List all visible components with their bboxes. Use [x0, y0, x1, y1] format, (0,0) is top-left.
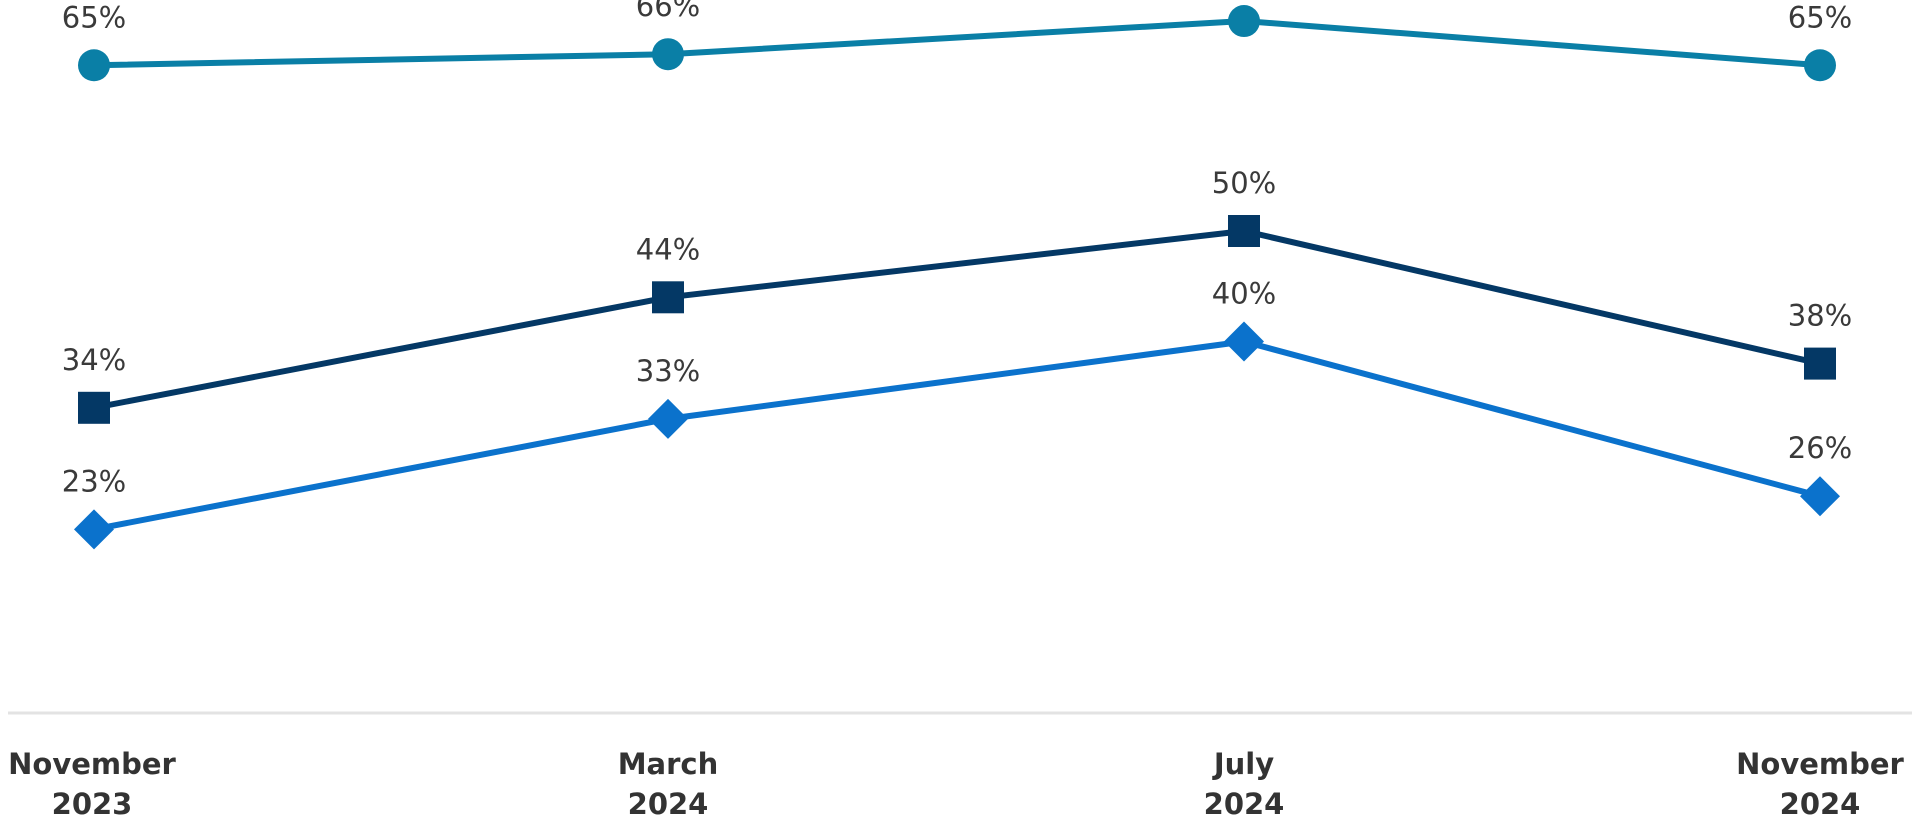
x-tick-label-4: November 2024 [1736, 747, 1904, 821]
series-2-label-4: 38% [1788, 299, 1852, 333]
series-3-point-1 [74, 509, 114, 550]
series-2-label-1: 34% [62, 343, 126, 377]
series-3-label-2: 33% [636, 354, 700, 388]
series-3-label-3: 40% [1212, 277, 1276, 311]
series-1-label-1: 65% [62, 0, 126, 34]
data-labels-layer: 65%66%69%65%34%44%50%38%23%33%40%26% [62, 0, 1852, 498]
series-2-point-3 [1228, 215, 1260, 247]
x-tick-labels: November 2023 March 2024 July 2024 November 202… [8, 747, 1904, 821]
series-1-point-2 [652, 38, 684, 71]
series-1-line [93, 18, 1821, 69]
series-3-point-2 [648, 398, 688, 439]
series-layer [74, 5, 1840, 550]
series-3-label-4: 26% [1788, 431, 1852, 465]
series-2-line [93, 228, 1821, 411]
series-3-point-3 [1224, 321, 1264, 362]
series-2-point-1 [78, 391, 110, 424]
series-1-label-4: 65% [1788, 0, 1852, 34]
series-2-label-3: 50% [1212, 166, 1276, 200]
series-1-point-1 [78, 49, 110, 82]
x-tick-label-3: July 2024 [1204, 747, 1285, 821]
series-1 [78, 5, 1836, 82]
series-2-point-4 [1804, 347, 1836, 380]
series-2-label-2: 44% [636, 232, 700, 266]
series-1-point-4 [1804, 49, 1836, 82]
x-tick-label-1: November 2023 [8, 747, 176, 821]
series-3-label-1: 23% [62, 464, 126, 498]
series-3-point-4 [1800, 476, 1840, 517]
series-3-line [93, 338, 1821, 533]
series-1-label-2: 66% [636, 0, 700, 23]
x-tick-label-2: March 2024 [618, 747, 719, 821]
series-2 [78, 215, 1836, 424]
series-3 [74, 321, 1840, 550]
series-2-point-2 [652, 281, 684, 314]
series-1-point-3 [1228, 5, 1260, 38]
